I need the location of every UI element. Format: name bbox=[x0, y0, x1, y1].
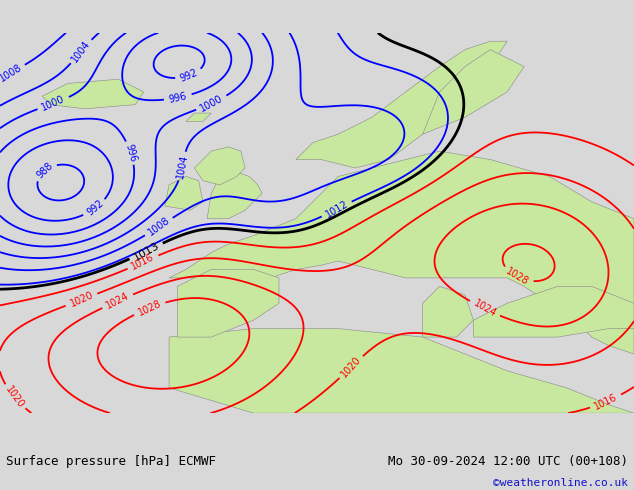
Text: 1000: 1000 bbox=[40, 94, 67, 113]
Text: 996: 996 bbox=[168, 91, 188, 104]
Text: Surface pressure [hPa] ECMWF: Surface pressure [hPa] ECMWF bbox=[6, 455, 216, 468]
Polygon shape bbox=[423, 286, 474, 337]
Text: 1028: 1028 bbox=[504, 266, 530, 287]
Text: 1008: 1008 bbox=[0, 62, 23, 83]
Text: Mo 30-09-2024 12:00 UTC (00+108): Mo 30-09-2024 12:00 UTC (00+108) bbox=[387, 455, 628, 468]
Text: 1028: 1028 bbox=[136, 298, 163, 318]
Text: 1024: 1024 bbox=[472, 298, 498, 319]
Polygon shape bbox=[474, 286, 634, 337]
Text: 1004: 1004 bbox=[70, 39, 93, 64]
Text: 1012: 1012 bbox=[323, 198, 350, 220]
Text: 992: 992 bbox=[179, 68, 200, 84]
Text: 1000: 1000 bbox=[198, 93, 225, 114]
Polygon shape bbox=[423, 49, 524, 134]
Text: 1004: 1004 bbox=[176, 153, 190, 179]
Polygon shape bbox=[195, 147, 245, 185]
Text: 992: 992 bbox=[85, 198, 105, 218]
Polygon shape bbox=[42, 79, 144, 109]
Text: 1013: 1013 bbox=[131, 240, 161, 262]
Polygon shape bbox=[169, 151, 634, 354]
Polygon shape bbox=[207, 172, 262, 219]
Text: 1020: 1020 bbox=[3, 384, 25, 410]
Text: 1020: 1020 bbox=[68, 290, 94, 309]
Text: ©weatheronline.co.uk: ©weatheronline.co.uk bbox=[493, 478, 628, 489]
Text: 1016: 1016 bbox=[593, 392, 619, 412]
Text: 988: 988 bbox=[34, 161, 55, 181]
Polygon shape bbox=[296, 41, 507, 168]
Polygon shape bbox=[186, 113, 211, 122]
Text: 1016: 1016 bbox=[130, 252, 156, 272]
Polygon shape bbox=[165, 176, 203, 210]
Text: 1008: 1008 bbox=[146, 216, 172, 238]
Polygon shape bbox=[178, 270, 279, 337]
Text: 1020: 1020 bbox=[339, 355, 363, 380]
Text: 1024: 1024 bbox=[105, 291, 131, 311]
Text: 996: 996 bbox=[124, 143, 138, 163]
Polygon shape bbox=[169, 329, 634, 413]
